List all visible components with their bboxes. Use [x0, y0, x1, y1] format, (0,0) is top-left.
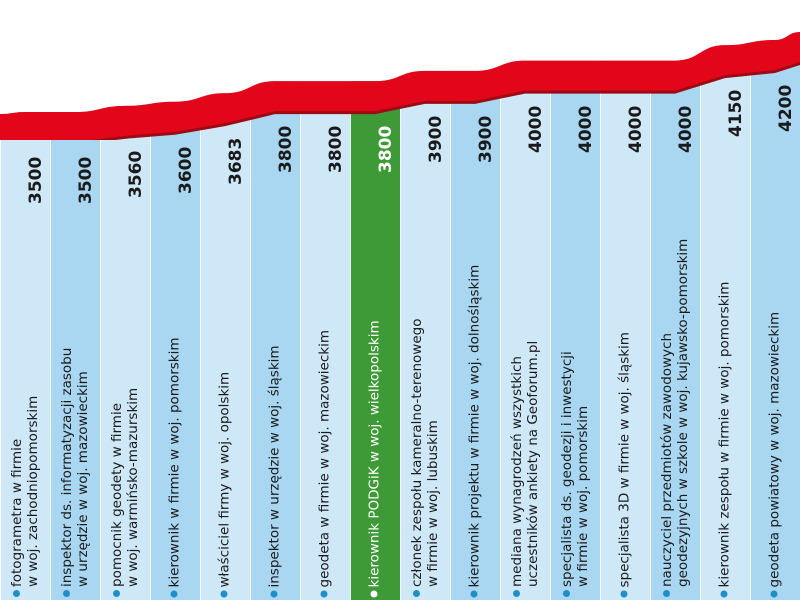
column-divider — [600, 0, 601, 600]
category-label: geodeta w firmie w woj. mazowieckim — [316, 329, 333, 597]
bullet-icon — [220, 590, 228, 597]
column-divider — [500, 0, 501, 600]
category-label: mediana wynagrodzeń wszystkich uczestnikó… — [508, 340, 541, 597]
value-label: 3600 — [176, 146, 196, 194]
column-divider — [400, 0, 401, 600]
bullet-icon — [62, 590, 70, 597]
category-label-line2: w urzędzie w woj. mazowieckim — [74, 371, 90, 587]
column-divider — [0, 0, 1, 600]
column-divider — [50, 0, 51, 600]
trend-band — [0, 0, 800, 140]
bar: 4150 kierownik zespołu w firmie w woj. po… — [700, 0, 751, 600]
category-label-line1: specjalista ds. geodezji i inwestycji — [558, 351, 575, 587]
category-label: pomocnik geodety w firmie w woj. warmińsk… — [108, 387, 141, 597]
category-label-median: kierownik PODGiK w woj. wielkopolskim — [366, 319, 383, 597]
column-divider — [650, 0, 651, 600]
category-label: inspektor w urzędzie w woj. śląskim — [266, 344, 283, 597]
bullet-icon — [662, 590, 670, 597]
category-label: fotogrametra w firmie w woj. zachodniopom… — [8, 395, 41, 597]
column-divider — [300, 0, 301, 600]
value-label: 3500 — [26, 156, 46, 204]
category-label: specjalista ds. geodezji i inwestycji w f… — [558, 351, 591, 597]
category-label-line1: nauczyciel przedmiotów zawodowych — [658, 332, 675, 587]
value-label: 3560 — [126, 150, 146, 198]
column-divider — [450, 0, 451, 600]
bar: 4000 specjalista 3D w firmie w woj. śląsk… — [600, 0, 651, 600]
category-label-line2: w woj. zachodniopomorskim — [24, 395, 40, 587]
column-divider — [550, 0, 551, 600]
category-label-line1: inspektor w urzędzie w woj. śląskim — [266, 344, 283, 587]
category-label: inspektor ds. informatyzacji zasobu w urz… — [58, 347, 91, 597]
category-label: specjalista 3D w firmie w woj. śląskim — [616, 331, 633, 597]
category-label-line1: kierownik w firmie w woj. pomorskim — [166, 336, 183, 587]
category-label-line1: geodeta powiatowy w woj. mazowieckim — [766, 311, 783, 587]
column-divider — [150, 0, 151, 600]
column-divider — [100, 0, 101, 600]
bullet-icon — [720, 590, 728, 597]
value-label: 3500 — [76, 156, 96, 204]
column-divider — [200, 0, 201, 600]
bullet-icon — [370, 590, 378, 597]
category-label-line1: pomocnik geodety w firmie — [108, 402, 125, 587]
column-divider — [250, 0, 251, 600]
category-label-line1: specjalista 3D w firmie w woj. śląskim — [616, 331, 633, 587]
bullet-icon — [620, 590, 628, 597]
bullet-icon — [270, 590, 278, 597]
bullet-icon — [412, 590, 420, 597]
category-label-line1: geodeta w firmie w woj. mazowieckim — [316, 329, 333, 588]
bullet-icon — [512, 590, 520, 597]
category-label-line2: uczestników ankiety na Geoforum.pl — [524, 340, 540, 587]
bar: 4000 mediana wynagrodzeń wszystkich uczest… — [500, 0, 551, 600]
category-label-line1: właściciel firmy w woj. opolskim — [216, 371, 233, 587]
column-divider — [700, 0, 701, 600]
bullet-icon — [12, 590, 20, 597]
bullet-icon — [770, 590, 778, 597]
category-label-line1: członek zespołu kameralno-terenowego — [408, 318, 425, 587]
category-label-line2: w woj. warmińsko-mazurskim — [124, 387, 140, 587]
category-label-line2: geodezyjnych w szkole w woj. kujawsko-po… — [674, 238, 690, 587]
category-label: kierownik w firmie w woj. pomorskim — [166, 336, 183, 597]
bullet-icon — [320, 590, 328, 597]
category-label-line1: kierownik projektu w firmie w woj. dolno… — [466, 264, 483, 587]
category-label-line1: kierownik PODGiK w woj. wielkopolskim — [366, 319, 383, 587]
category-label-line1: inspektor ds. informatyzacji zasobu — [58, 347, 75, 587]
bar: 4200 geodeta powiatowy w woj. mazowieckim — [750, 0, 800, 600]
category-label: właściciel firmy w woj. opolskim — [216, 371, 233, 597]
column-divider — [350, 0, 351, 600]
category-label: nauczyciel przedmiotów zawodowych geodezy… — [658, 238, 691, 597]
category-label-line1: mediana wynagrodzeń wszystkich — [508, 356, 525, 587]
bar: 4000 nauczyciel przedmiotów zawodowych geo… — [650, 0, 701, 600]
bullet-icon — [170, 590, 178, 597]
bar: 4000 specjalista ds. geodezji i inwestycj… — [550, 0, 601, 600]
category-label: geodeta powiatowy w woj. mazowieckim — [766, 311, 783, 597]
band-line — [0, 32, 800, 140]
category-label-line1: fotogrametra w firmie — [8, 438, 25, 587]
bullet-icon — [562, 590, 570, 597]
category-label-line2: w firmie w woj. lubuskim — [424, 420, 440, 587]
bullet-icon — [470, 590, 478, 597]
value-label: 3683 — [226, 137, 246, 186]
bullet-icon — [112, 590, 120, 597]
category-label-line1: kierownik zespołu w firmie w woj. pomors… — [716, 281, 733, 587]
category-label-line2: w firmie w woj. pomorskim — [574, 405, 590, 587]
band-background — [0, 0, 800, 114]
category-label: kierownik zespołu w firmie w woj. pomors… — [716, 281, 733, 597]
category-label: członek zespołu kameralno-terenowego w fi… — [408, 318, 441, 597]
category-label: kierownik projektu w firmie w woj. dolno… — [466, 264, 483, 597]
column-divider — [750, 0, 751, 600]
